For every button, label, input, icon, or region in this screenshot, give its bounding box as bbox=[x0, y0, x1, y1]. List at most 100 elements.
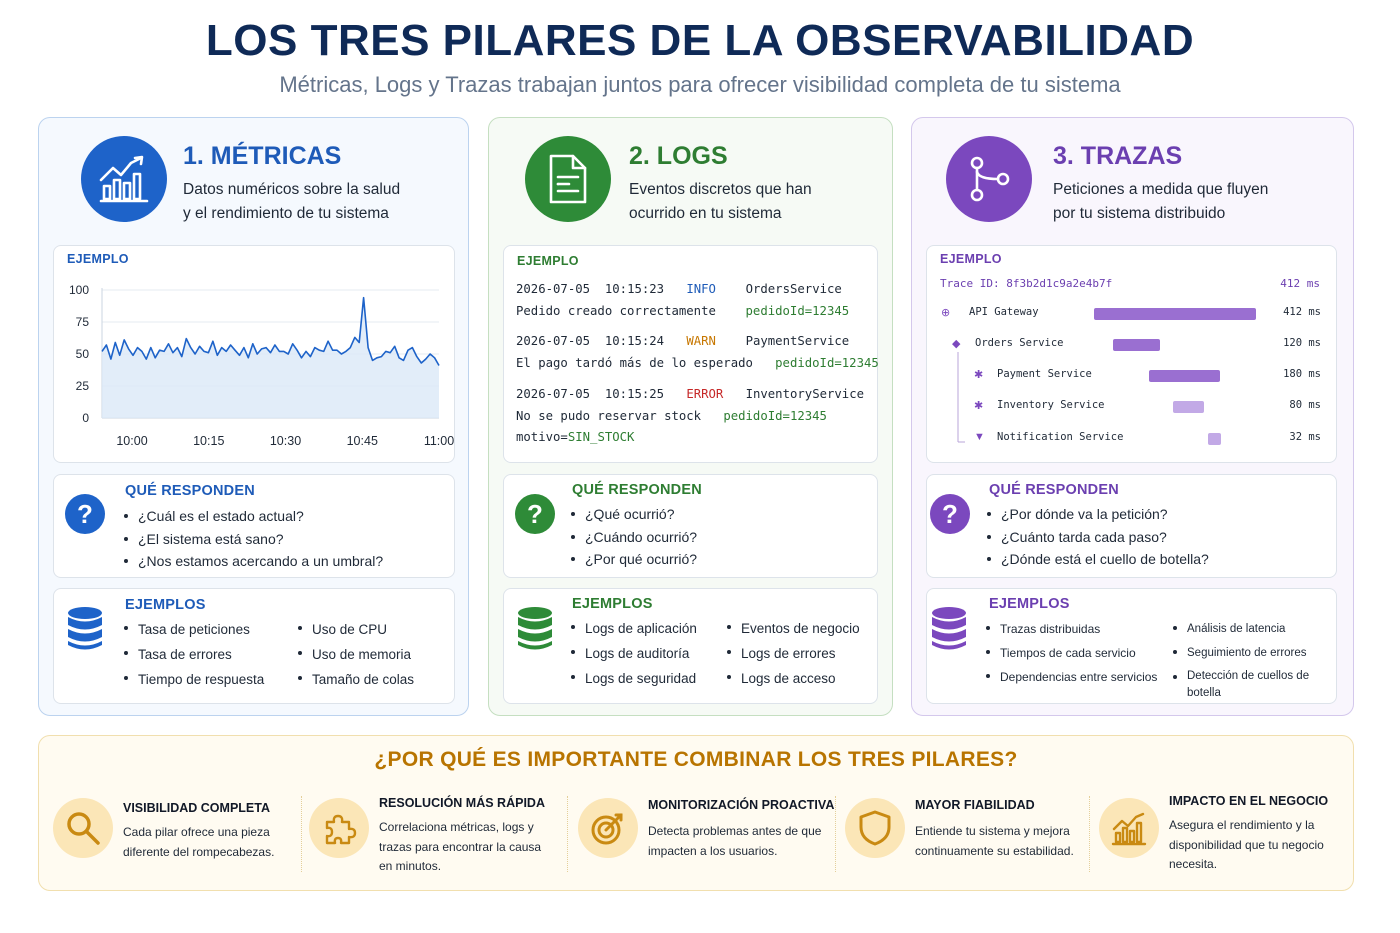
y-tick-label: 100 bbox=[69, 283, 89, 297]
log-id: pedidoId=12345 bbox=[723, 408, 827, 423]
benefit-title: IMPACTO EN EL NEGOCIO bbox=[1169, 794, 1329, 808]
list-item: Logs de auditoría bbox=[570, 641, 697, 666]
globe-icon: ⊕ bbox=[941, 307, 951, 319]
y-tick-label: 25 bbox=[76, 379, 90, 393]
x-tick-label: 10:00 bbox=[116, 434, 147, 448]
divider bbox=[1089, 796, 1090, 872]
logs-examples-col2: Eventos de negocio Logs de errores Logs … bbox=[726, 616, 860, 691]
benefit-reliability: MAYOR FIABILIDAD Entiende tu sistema y m… bbox=[845, 788, 1105, 884]
benefit-title: VISIBILIDAD COMPLETA bbox=[123, 801, 270, 815]
list-item: Logs de acceso bbox=[726, 666, 860, 691]
span-name: Payment Service bbox=[997, 368, 1092, 380]
traces-questions-card: ? QUÉ RESPONDEN ¿Por dónde va la petició… bbox=[926, 474, 1337, 578]
gear-icon: ✱ bbox=[974, 369, 984, 381]
filter-icon: ▼ bbox=[974, 431, 985, 443]
logs-examples-card: EJEMPLOS Logs de aplicación Logs de audi… bbox=[503, 588, 878, 704]
traces-example-card: EJEMPLO Trace ID: 8f3b2d1c9a2e4b7f 412 m… bbox=[926, 245, 1337, 463]
log-time: 10:15:25 bbox=[604, 387, 665, 401]
benefit-text: Cada pilar ofrece una pieza diferente de… bbox=[123, 825, 275, 859]
example-label: EJEMPLO bbox=[517, 254, 579, 268]
log-date: 2026-07-05 bbox=[516, 334, 591, 348]
examples-title: EJEMPLOS bbox=[125, 597, 206, 613]
logs-examples-col1: Logs de aplicación Logs de auditoría Log… bbox=[570, 616, 697, 691]
questions-title: QUÉ RESPONDEN bbox=[572, 482, 702, 498]
trace-span-row: ✱ Payment Service 180 ms bbox=[927, 365, 1337, 385]
list-item: Uso de memoria bbox=[297, 642, 414, 667]
log-date: 2026-07-05 bbox=[516, 282, 591, 296]
list-item: ¿Por dónde va la petición? bbox=[986, 503, 1209, 526]
log-entry: 2026-07-05 10:15:25 ERROR InventoryServi… bbox=[516, 384, 864, 449]
benefit-title: MONITORIZACIÓN PROACTIVA bbox=[648, 798, 835, 812]
log-level: ERROR bbox=[686, 387, 724, 401]
x-tick-label: 11:00 bbox=[424, 434, 454, 448]
divider bbox=[835, 796, 836, 872]
benefit-title: RESOLUCIÓN MÁS RÁPIDA bbox=[379, 796, 545, 810]
metrics-desc-line-2: y el rendimiento de tu sistema bbox=[183, 205, 389, 222]
business-chart-icon bbox=[1099, 798, 1159, 858]
list-item: ¿El sistema está sano? bbox=[123, 528, 383, 551]
log-time: 10:15:24 bbox=[604, 334, 665, 348]
database-icon bbox=[518, 607, 552, 650]
database-icon bbox=[68, 607, 102, 650]
log-entry: 2026-07-05 10:15:23 INFO OrdersService P… bbox=[516, 279, 849, 322]
divider bbox=[301, 796, 302, 872]
service-node-icon: ◆ bbox=[952, 338, 961, 350]
traces-description: Peticiones a medida que fluyen por tu si… bbox=[1053, 178, 1303, 226]
example-label: EJEMPLO bbox=[67, 252, 129, 266]
y-tick-label: 0 bbox=[82, 411, 89, 425]
logs-example-card: EJEMPLO 2026-07-05 10:15:23 INFO OrdersS… bbox=[503, 245, 879, 463]
divider bbox=[567, 796, 568, 872]
benefit-text: Asegura el rendimiento y la disponibilid… bbox=[1169, 818, 1324, 871]
trace-tree-lines bbox=[957, 352, 965, 443]
logs-pillar: 2. LOGS Eventos discretos que han ocurri… bbox=[488, 117, 893, 716]
x-tick-label: 10:45 bbox=[347, 434, 378, 448]
span-duration: 32 ms bbox=[1289, 431, 1321, 443]
log-service: InventoryService bbox=[745, 387, 865, 401]
list-item: Uso de CPU bbox=[297, 617, 414, 642]
metrics-line bbox=[101, 296, 440, 366]
traces-desc-line-2: por tu sistema distribuido bbox=[1053, 205, 1226, 222]
list-item: Logs de aplicación bbox=[570, 616, 697, 641]
trace-span-row: ◆ Orders Service 120 ms bbox=[927, 334, 1337, 354]
trace-span-row: ✱ Inventory Service 80 ms bbox=[927, 396, 1337, 416]
log-level: INFO bbox=[686, 282, 716, 296]
list-item: ¿Dónde está el cuello de botella? bbox=[986, 548, 1209, 571]
questions-title: QUÉ RESPONDEN bbox=[125, 483, 255, 499]
list-item: Tasa de peticiones bbox=[123, 617, 264, 642]
list-item: ¿Nos estamos acercando a un umbral? bbox=[123, 550, 383, 573]
metrics-examples-col1: Tasa de peticiones Tasa de errores Tiemp… bbox=[123, 617, 264, 692]
example-label: EJEMPLO bbox=[940, 252, 1002, 266]
log-service: OrdersService bbox=[745, 282, 842, 296]
logs-questions-card: ? QUÉ RESPONDEN ¿Qué ocurrió? ¿Cuándo oc… bbox=[503, 474, 878, 578]
question-icon: ? bbox=[65, 494, 105, 534]
log-level: WARN bbox=[686, 334, 716, 348]
logs-desc-line-1: Eventos discretos que han bbox=[629, 181, 812, 198]
list-item: Dependencias entre servicios bbox=[985, 665, 1157, 689]
gear-icon: ✱ bbox=[974, 400, 984, 412]
benefits-panel: ¿POR QUÉ ES IMPORTANTE COMBINAR LOS TRES… bbox=[38, 735, 1354, 891]
metrics-desc-line-1: Datos numéricos sobre la salud bbox=[183, 181, 401, 198]
span-name: Orders Service bbox=[975, 337, 1064, 349]
list-item: ¿Qué ocurrió? bbox=[570, 503, 697, 526]
benefit-proactive: MONITORIZACIÓN PROACTIVA Detecta problem… bbox=[578, 788, 838, 884]
examples-title: EJEMPLOS bbox=[572, 596, 653, 612]
log-message: El pago tardó más de lo esperado bbox=[516, 355, 753, 370]
span-duration: 180 ms bbox=[1283, 368, 1321, 380]
list-item: Tiempos de cada servicio bbox=[985, 641, 1157, 665]
benefit-title: MAYOR FIABILIDAD bbox=[915, 798, 1035, 812]
question-icon: ? bbox=[930, 494, 970, 534]
list-item: Trazas distribuidas bbox=[985, 617, 1157, 641]
trace-total-duration: 412 ms bbox=[1280, 277, 1320, 290]
list-item: Tamaño de colas bbox=[297, 667, 414, 692]
benefits-title: ¿POR QUÉ ES IMPORTANTE COMBINAR LOS TRES… bbox=[374, 748, 1018, 771]
benefit-faster-resolution: RESOLUCIÓN MÁS RÁPIDA Correlaciona métri… bbox=[309, 788, 569, 884]
traces-desc-line-1: Peticiones a medida que fluyen bbox=[1053, 181, 1269, 198]
traces-examples-col2: Análisis de latencia Seguimiento de erro… bbox=[1172, 617, 1322, 702]
span-name: API Gateway bbox=[969, 306, 1039, 318]
metrics-line-chart: 100 75 50 25 0 10:00 10:15 10:30 10:45 11:00 bbox=[69, 283, 454, 448]
span-bar bbox=[1208, 433, 1221, 445]
list-item: Análisis de latencia bbox=[1172, 617, 1322, 641]
benefit-business-impact: IMPACTO EN EL NEGOCIO Asegura el rendimi… bbox=[1099, 788, 1344, 884]
log-date: 2026-07-05 bbox=[516, 387, 591, 401]
list-item: Eventos de negocio bbox=[726, 616, 860, 641]
